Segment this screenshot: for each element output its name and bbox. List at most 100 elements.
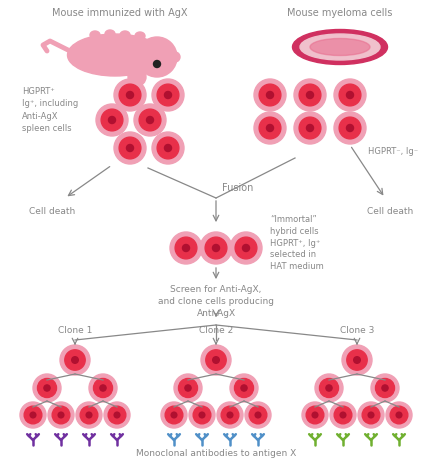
Ellipse shape	[90, 31, 100, 39]
Circle shape	[241, 385, 247, 391]
Text: HGPRT⁺
Ig⁺, including
Anti-AgX
spleen cells: HGPRT⁺ Ig⁺, including Anti-AgX spleen ce…	[22, 87, 78, 133]
Circle shape	[299, 84, 321, 106]
Circle shape	[206, 350, 226, 370]
Circle shape	[114, 132, 146, 164]
Circle shape	[182, 244, 190, 251]
Circle shape	[128, 68, 146, 86]
Circle shape	[259, 84, 281, 106]
Circle shape	[24, 406, 42, 424]
Ellipse shape	[135, 32, 145, 40]
Circle shape	[346, 92, 353, 99]
Circle shape	[161, 402, 187, 428]
Circle shape	[306, 92, 314, 99]
Circle shape	[157, 137, 179, 159]
Circle shape	[267, 92, 273, 99]
Ellipse shape	[300, 34, 380, 60]
Circle shape	[368, 412, 374, 418]
Circle shape	[221, 406, 239, 424]
Circle shape	[72, 357, 78, 363]
Circle shape	[334, 79, 366, 111]
Circle shape	[100, 385, 106, 391]
Circle shape	[200, 232, 232, 264]
Circle shape	[58, 412, 64, 418]
Circle shape	[127, 92, 133, 99]
Circle shape	[93, 378, 112, 398]
Circle shape	[134, 104, 166, 136]
Circle shape	[315, 374, 343, 402]
Circle shape	[375, 378, 394, 398]
Circle shape	[52, 406, 70, 424]
Circle shape	[382, 385, 388, 391]
Text: Mouse myeloma cells: Mouse myeloma cells	[287, 8, 393, 18]
Circle shape	[390, 406, 408, 424]
Circle shape	[174, 374, 202, 402]
Circle shape	[108, 406, 126, 424]
Circle shape	[127, 144, 133, 151]
Circle shape	[165, 406, 183, 424]
Circle shape	[346, 125, 353, 131]
Circle shape	[152, 132, 184, 164]
Circle shape	[38, 378, 57, 398]
Circle shape	[170, 52, 180, 62]
Circle shape	[205, 237, 227, 259]
Circle shape	[245, 402, 271, 428]
Ellipse shape	[292, 30, 388, 64]
Circle shape	[86, 412, 92, 418]
Circle shape	[171, 412, 177, 418]
Circle shape	[235, 237, 257, 259]
Text: Cell death: Cell death	[367, 207, 413, 216]
Circle shape	[249, 406, 267, 424]
Circle shape	[242, 244, 250, 251]
Circle shape	[33, 374, 61, 402]
Circle shape	[114, 412, 120, 418]
Circle shape	[267, 125, 273, 131]
Circle shape	[170, 232, 202, 264]
Circle shape	[312, 412, 318, 418]
Text: Clone 2: Clone 2	[199, 326, 233, 335]
Circle shape	[139, 109, 161, 131]
Circle shape	[358, 402, 384, 428]
Text: Monoclonal antibodies to antigen X: Monoclonal antibodies to antigen X	[136, 449, 296, 458]
Circle shape	[165, 92, 172, 99]
Circle shape	[201, 345, 231, 375]
Circle shape	[299, 117, 321, 139]
Circle shape	[306, 125, 314, 131]
Circle shape	[354, 357, 360, 363]
Text: Cell death: Cell death	[29, 207, 75, 216]
Circle shape	[326, 385, 332, 391]
Circle shape	[339, 117, 361, 139]
Ellipse shape	[120, 31, 130, 39]
Text: Fusion: Fusion	[222, 183, 254, 193]
Circle shape	[119, 84, 141, 106]
Ellipse shape	[67, 34, 162, 76]
Circle shape	[371, 374, 399, 402]
Circle shape	[294, 79, 326, 111]
Circle shape	[189, 402, 215, 428]
Circle shape	[146, 117, 153, 124]
Text: Clone 3: Clone 3	[340, 326, 374, 335]
Circle shape	[255, 412, 261, 418]
Circle shape	[342, 345, 372, 375]
Text: HGPRT⁻, Ig⁻: HGPRT⁻, Ig⁻	[368, 148, 418, 156]
Circle shape	[217, 402, 243, 428]
Circle shape	[235, 378, 254, 398]
Text: Clone 1: Clone 1	[58, 326, 92, 335]
Circle shape	[44, 385, 50, 391]
Circle shape	[339, 84, 361, 106]
Circle shape	[227, 412, 233, 418]
Circle shape	[137, 37, 177, 77]
Circle shape	[101, 109, 123, 131]
Circle shape	[302, 402, 328, 428]
Circle shape	[76, 402, 102, 428]
Circle shape	[178, 378, 197, 398]
Circle shape	[175, 237, 197, 259]
Circle shape	[152, 79, 184, 111]
Text: “Immortal”
hybrid cells
HGPRT⁺, Ig⁺
selected in
HAT medium: “Immortal” hybrid cells HGPRT⁺, Ig⁺ sele…	[270, 215, 324, 271]
Circle shape	[153, 61, 161, 68]
Circle shape	[193, 406, 211, 424]
Circle shape	[65, 350, 85, 370]
Circle shape	[386, 402, 412, 428]
Circle shape	[362, 406, 380, 424]
Circle shape	[213, 357, 219, 363]
Circle shape	[185, 385, 191, 391]
